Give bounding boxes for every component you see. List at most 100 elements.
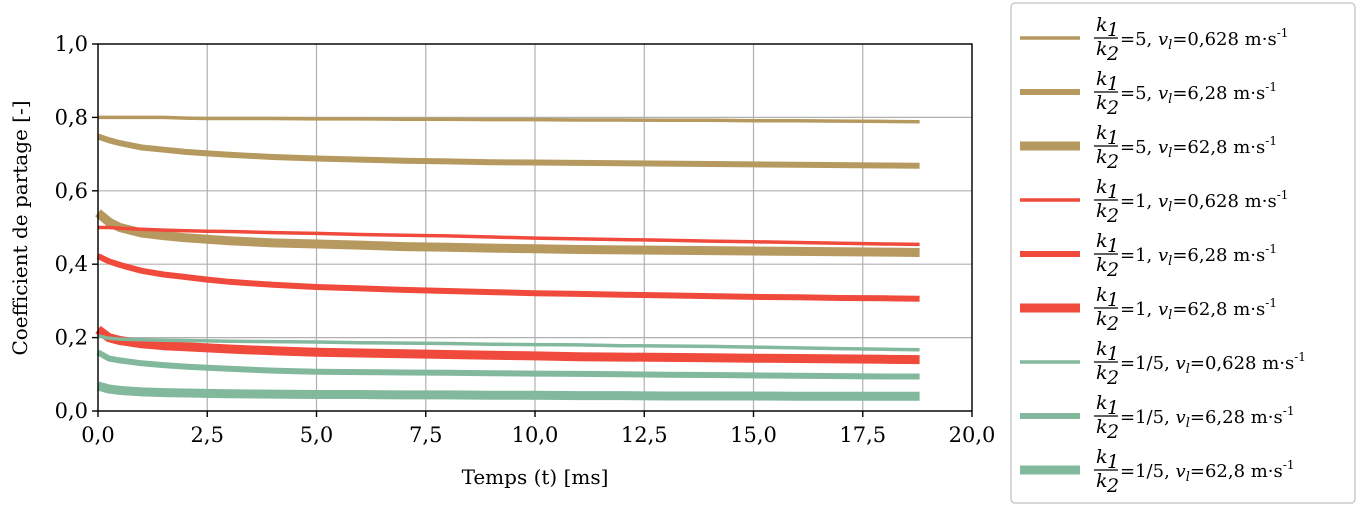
series-line-7: [97, 334, 920, 352]
legend-k2: k: [1096, 92, 1108, 114]
legend-k2-sub: 2: [1106, 205, 1119, 227]
legend-separator: ,: [1164, 461, 1175, 482]
series-line-8: [96, 349, 920, 380]
legend-fraction: k 1k 2: [1094, 284, 1119, 335]
legend-ratio: =1/5: [1120, 407, 1164, 428]
legend-fraction: k 1k 2: [1094, 338, 1119, 389]
x-tick-label: 12,5: [621, 423, 668, 447]
legend-speed: =6,28 m·s: [1172, 245, 1265, 266]
legend-k1: k: [1096, 68, 1108, 90]
legend-exp: -1: [1277, 26, 1289, 40]
legend-v: v: [1158, 137, 1168, 158]
series-line-5: [96, 253, 920, 302]
legend-exp: -1: [1277, 188, 1289, 202]
legend-label: =1, vl=62,8 m·s-1: [1120, 296, 1277, 323]
legend-speed: =0,628 m·s: [1172, 29, 1276, 50]
legend-box: [1010, 2, 1356, 504]
legend-v-sub: l: [1186, 416, 1190, 431]
legend-v-sub: l: [1168, 200, 1172, 215]
legend-exp: -1: [1283, 404, 1295, 418]
legend-fraction: k 1k 2: [1094, 68, 1119, 119]
x-tick-label: 5,0: [300, 423, 333, 447]
legend-k1: k: [1096, 14, 1108, 36]
legend-v-sub: l: [1186, 470, 1190, 485]
legend-k2: k: [1096, 362, 1108, 384]
y-tick-label: 0,6: [55, 179, 88, 203]
legend-speed: =62,8 m·s: [1190, 461, 1283, 482]
legend: k 1k 2=5, vl=0,628 m·s-1k 1k 2=5, vl=6,28 m·…: [1010, 2, 1356, 504]
legend-label: =1/5, vl=62,8 m·s-1: [1120, 458, 1294, 485]
legend-separator: ,: [1147, 137, 1158, 158]
legend-v: v: [1176, 353, 1186, 374]
legend-v: v: [1158, 191, 1168, 212]
legend-k2-sub: 2: [1106, 475, 1119, 497]
legend-v-sub: l: [1168, 38, 1172, 53]
series-line-2: [97, 133, 920, 169]
legend-fraction: k 1k 2: [1094, 14, 1119, 65]
legend-k1-sub: 1: [1107, 289, 1119, 311]
legend-v: v: [1158, 299, 1168, 320]
legend-k1: k: [1096, 176, 1108, 198]
legend-k1: k: [1096, 122, 1108, 144]
legend-exp: -1: [1283, 458, 1295, 472]
series-line-9: [96, 381, 920, 401]
legend-label: =1/5, vl=0,628 m·s-1: [1120, 350, 1306, 377]
legend-k2: k: [1096, 146, 1108, 168]
legend-ratio: =1/5: [1120, 461, 1164, 482]
legend-k1-sub: 1: [1107, 235, 1119, 257]
legend-exp: -1: [1265, 80, 1277, 94]
legend-ratio: =1: [1120, 191, 1147, 212]
legend-v-sub: l: [1186, 362, 1190, 377]
legend-exp: -1: [1265, 242, 1277, 256]
legend-v-sub: l: [1168, 146, 1172, 161]
y-tick-label: 0,2: [55, 326, 88, 350]
legend-v: v: [1176, 461, 1186, 482]
legend-k1-sub: 1: [1107, 451, 1119, 473]
y-tick-label: 0,0: [55, 399, 88, 423]
series-line-6: [95, 325, 920, 365]
legend-label: =1/5, vl=6,28 m·s-1: [1120, 404, 1294, 431]
x-tick-label: 15,0: [730, 423, 777, 447]
legend-k2: k: [1096, 200, 1108, 222]
legend-k2-sub: 2: [1106, 43, 1119, 65]
legend-ratio: =1: [1120, 299, 1147, 320]
legend-entry: k 1k 2=1/5, vl=62,8 m·s-1: [1020, 446, 1294, 497]
legend-k2: k: [1096, 308, 1108, 330]
legend-k2-sub: 2: [1106, 151, 1119, 173]
legend-v-sub: l: [1168, 308, 1172, 323]
legend-fraction: k 1k 2: [1094, 230, 1119, 281]
legend-k2-sub: 2: [1106, 313, 1119, 335]
legend-fraction: k 1k 2: [1094, 446, 1119, 497]
x-tick-label: 20,0: [949, 423, 996, 447]
legend-k1: k: [1096, 284, 1108, 306]
legend-k1: k: [1096, 446, 1108, 468]
plot-series: [95, 115, 920, 401]
legend-label: =1, vl=6,28 m·s-1: [1120, 242, 1277, 269]
legend-k1-sub: 1: [1107, 73, 1119, 95]
legend-k1-sub: 1: [1107, 19, 1119, 41]
legend-k2: k: [1096, 38, 1108, 60]
legend-k1: k: [1096, 338, 1108, 360]
legend-speed: =6,28 m·s: [1190, 407, 1283, 428]
legend-k2-sub: 2: [1106, 421, 1119, 443]
legend-v-sub: l: [1168, 92, 1172, 107]
y-tick-label: 1,0: [55, 32, 88, 56]
legend-k1: k: [1096, 392, 1108, 414]
legend-speed: =62,8 m·s: [1172, 299, 1265, 320]
legend-entry: k 1k 2=1/5, vl=6,28 m·s-1: [1020, 392, 1294, 443]
legend-separator: ,: [1147, 299, 1158, 320]
legend-fraction: k 1k 2: [1094, 392, 1119, 443]
legend-entry: k 1k 2=1/5, vl=0,628 m·s-1: [1020, 338, 1306, 389]
legend-k2-sub: 2: [1106, 367, 1119, 389]
legend-exp: -1: [1265, 296, 1277, 310]
legend-speed: =6,28 m·s: [1172, 83, 1265, 104]
legend-label: =5, vl=0,628 m·s-1: [1120, 26, 1288, 53]
legend-separator: ,: [1147, 191, 1158, 212]
legend-k2-sub: 2: [1106, 97, 1119, 119]
series-line-3: [95, 209, 920, 257]
y-tick-label: 0,8: [55, 105, 88, 129]
legend-k1-sub: 1: [1107, 397, 1119, 419]
legend-separator: ,: [1147, 83, 1158, 104]
legend-ratio: =5: [1120, 29, 1147, 50]
legend-separator: ,: [1164, 407, 1175, 428]
